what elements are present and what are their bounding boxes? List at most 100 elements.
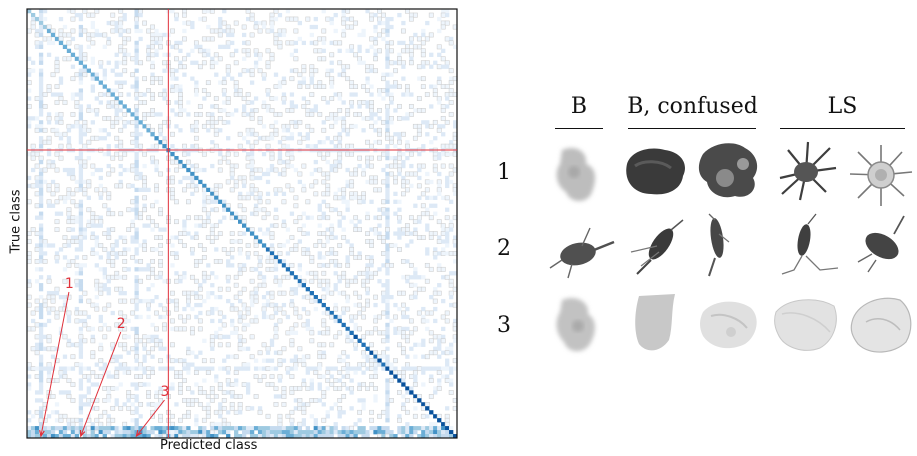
matrix-cell bbox=[198, 44, 203, 50]
matrix-cell bbox=[333, 314, 338, 320]
matrix-cell bbox=[293, 398, 299, 403]
matrix-cell bbox=[281, 390, 287, 395]
matrix-cell bbox=[126, 434, 131, 439]
matrix-cell bbox=[289, 409, 295, 415]
matrix-cell bbox=[289, 417, 295, 423]
matrix-cell bbox=[428, 231, 434, 236]
matrix-cell bbox=[50, 163, 56, 169]
matrix-cell bbox=[353, 255, 359, 260]
matrix-cell bbox=[381, 366, 386, 371]
matrix-cell bbox=[385, 195, 390, 200]
matrix-cell bbox=[301, 40, 306, 46]
matrix-cell bbox=[78, 96, 84, 101]
matrix-cell bbox=[82, 263, 88, 268]
matrix-cell bbox=[353, 124, 358, 129]
matrix-cell bbox=[142, 207, 147, 213]
matrix-cell bbox=[321, 402, 326, 407]
matrix-cell bbox=[261, 342, 267, 348]
matrix-cell bbox=[98, 223, 103, 228]
matrix-cell bbox=[437, 426, 442, 431]
matrix-cell bbox=[154, 342, 159, 348]
matrix-cell bbox=[448, 290, 454, 296]
matrix-cell bbox=[230, 211, 235, 216]
matrix-cell bbox=[297, 346, 303, 352]
matrix-cell bbox=[217, 108, 223, 113]
matrix-cell bbox=[373, 40, 378, 46]
matrix-cell bbox=[401, 334, 406, 340]
matrix-cell bbox=[377, 16, 382, 22]
matrix-cell bbox=[305, 366, 310, 371]
matrix-cell bbox=[198, 310, 203, 316]
matrix-cell bbox=[437, 251, 442, 256]
matrix-cell bbox=[313, 270, 319, 276]
matrix-cell bbox=[186, 346, 191, 351]
matrix-cell bbox=[401, 152, 406, 157]
matrix-cell bbox=[265, 247, 271, 252]
matrix-cell bbox=[58, 143, 64, 149]
matrix-cell bbox=[241, 286, 247, 292]
matrix-cell bbox=[401, 326, 406, 332]
matrix-cell bbox=[249, 171, 255, 177]
matrix-cell bbox=[178, 92, 183, 97]
matrix-cell bbox=[449, 152, 454, 157]
matrix-cell bbox=[98, 128, 103, 133]
matrix-cell bbox=[329, 426, 334, 431]
matrix-cell bbox=[412, 171, 418, 177]
matrix-cell bbox=[225, 342, 231, 348]
matrix-cell bbox=[66, 394, 72, 399]
matrix-cell bbox=[197, 104, 203, 109]
matrix-cell bbox=[432, 290, 438, 296]
matrix-cell bbox=[257, 255, 263, 260]
matrix-cell bbox=[381, 151, 386, 157]
matrix-cell bbox=[225, 112, 231, 117]
matrix-cell bbox=[421, 366, 426, 371]
matrix-cell bbox=[134, 56, 139, 61]
matrix-cell bbox=[94, 287, 99, 292]
matrix-cell bbox=[194, 183, 199, 189]
matrix-cell bbox=[257, 167, 263, 173]
matrix-cell bbox=[285, 413, 291, 419]
matrix-cell bbox=[333, 112, 339, 117]
matrix-cell bbox=[341, 350, 347, 356]
matrix-cell bbox=[333, 235, 338, 240]
matrix-cell bbox=[122, 167, 127, 173]
matrix-cell bbox=[202, 366, 207, 371]
matrix-cell bbox=[389, 366, 394, 371]
matrix-cell bbox=[186, 370, 191, 375]
matrix-cell bbox=[365, 239, 370, 244]
matrix-cell bbox=[162, 227, 167, 232]
matrix-cell bbox=[365, 434, 370, 439]
matrix-cell bbox=[38, 183, 44, 189]
matrix-cell bbox=[218, 430, 223, 435]
matrix-cell bbox=[449, 179, 454, 185]
matrix-cell bbox=[230, 302, 235, 308]
matrix-cell bbox=[393, 155, 398, 161]
matrix-cell bbox=[78, 52, 84, 57]
matrix-cell bbox=[405, 434, 410, 439]
matrix-cell bbox=[345, 48, 350, 53]
matrix-cell bbox=[293, 167, 299, 173]
matrix-cell bbox=[46, 338, 52, 344]
matrix-cell bbox=[34, 430, 40, 435]
matrix-cell bbox=[281, 346, 287, 352]
matrix-cell bbox=[385, 283, 390, 288]
matrix-cell bbox=[325, 430, 330, 435]
matrix-cell bbox=[214, 426, 219, 431]
matrix-cell bbox=[429, 140, 434, 145]
matrix-cell bbox=[408, 12, 414, 18]
matrix-cell bbox=[357, 366, 362, 371]
matrix-cell bbox=[82, 52, 88, 58]
matrix-cell bbox=[445, 179, 450, 185]
matrix-cell bbox=[393, 231, 398, 236]
matrix-cell bbox=[361, 191, 366, 197]
matrix-cell bbox=[34, 203, 40, 209]
matrix-cell bbox=[154, 32, 159, 38]
matrix-cell bbox=[393, 60, 398, 65]
matrix-cell bbox=[218, 414, 223, 419]
matrix-cell bbox=[106, 414, 111, 419]
matrix-cell bbox=[337, 219, 342, 224]
matrix-cell bbox=[182, 430, 187, 435]
matrix-cell bbox=[289, 100, 295, 105]
matrix-cell bbox=[265, 231, 271, 236]
matrix-cell bbox=[365, 366, 370, 371]
